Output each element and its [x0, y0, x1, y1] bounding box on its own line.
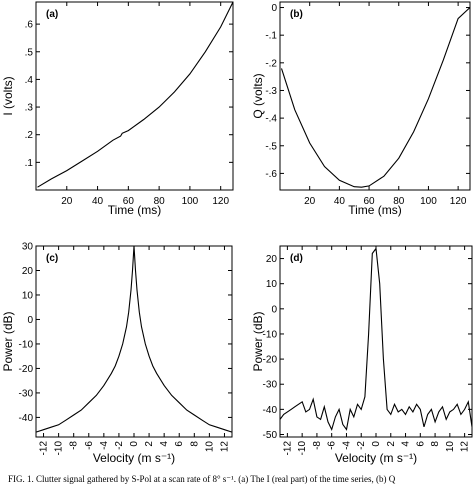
- x-tick-label: 100: [420, 196, 437, 207]
- x-tick-label: -8: [69, 441, 80, 450]
- y-tick-label: -10: [263, 329, 278, 340]
- series-line-0: [279, 247, 473, 432]
- x-tick-label: 12: [460, 441, 471, 453]
- x-tick-label: 6: [415, 441, 426, 447]
- y-tick-label: 10: [22, 290, 34, 301]
- x-tick-label: -12: [282, 441, 293, 456]
- x-axis-title: Velocity (m s⁻¹): [335, 451, 417, 465]
- x-tick-label: 10: [204, 441, 215, 453]
- panel-d: (d)-12 -10 -8 -6 -4 -2 0 2 4 6 8 10 12-50-40-30-20-1…: [251, 245, 473, 465]
- plot-frame: [35, 245, 233, 438]
- y-tick-label: .6: [25, 20, 34, 31]
- y-tick-label: -.6: [265, 169, 277, 180]
- x-tick-label: 120: [450, 196, 467, 207]
- x-tick-label: 80: [154, 196, 166, 207]
- y-tick-label: 0: [271, 304, 277, 315]
- x-tick-label: 10: [445, 441, 456, 453]
- x-tick-label: -4: [341, 441, 352, 450]
- x-tick-label: 0: [371, 441, 382, 447]
- x-tick-label: -2: [356, 441, 367, 450]
- x-tick-label: 8: [430, 441, 441, 447]
- x-tick-label: 2: [386, 441, 397, 447]
- x-tick-label: 4: [401, 441, 412, 447]
- y-tick-label: -30: [19, 388, 34, 399]
- x-tick-label: 40: [92, 196, 104, 207]
- y-tick-label: 30: [22, 242, 34, 253]
- y-tick-label: .1: [25, 158, 34, 169]
- y-tick-label: -20: [19, 364, 34, 375]
- x-tick-label: 40: [334, 196, 346, 207]
- y-tick-label: .5: [25, 47, 34, 58]
- y-tick-label: 20: [22, 266, 34, 277]
- x-tick-label: 120: [212, 196, 229, 207]
- y-tick-label: -.3: [265, 86, 277, 97]
- y-axis-title: Q (volts): [251, 73, 265, 118]
- y-tick-label: .3: [25, 103, 34, 114]
- x-tick-label: -12: [39, 441, 50, 456]
- x-axis-title: Time (ms): [348, 203, 402, 217]
- x-tick-label: 4: [159, 441, 170, 447]
- x-tick-label: -6: [84, 441, 95, 450]
- x-tick-label: 2: [144, 441, 155, 447]
- x-tick-label: -10: [297, 441, 308, 456]
- y-axis-title: I (volts): [1, 76, 15, 115]
- y-tick-label: -.1: [265, 31, 277, 42]
- y-tick-label: -.5: [265, 141, 277, 152]
- y-tick-label: 10: [266, 279, 278, 290]
- x-tick-label: -8: [312, 441, 323, 450]
- x-tick-label: 12: [219, 441, 230, 453]
- x-tick-label: 80: [393, 196, 405, 207]
- y-tick-label: .4: [25, 75, 34, 86]
- y-axis-title: Power (dB): [1, 311, 15, 371]
- x-tick-label: 0: [129, 441, 140, 447]
- y-tick-label: 0: [271, 3, 277, 14]
- series-line-0: [280, 7, 471, 188]
- x-tick-label: -4: [99, 441, 110, 450]
- x-tick-label: 8: [189, 441, 200, 447]
- y-tick-label: 0: [27, 315, 33, 326]
- x-tick-label: -10: [54, 441, 65, 456]
- panel-c: (c)-12 -10 -8 -6 -4 -2 0 2 4 6 8 10 12-40-30-20-1001…: [1, 242, 233, 465]
- panel-label: (b): [290, 9, 303, 20]
- y-tick-label: -.2: [265, 58, 277, 69]
- plot-frame: [279, 1, 471, 191]
- y-tick-label: -20: [263, 355, 278, 366]
- series-line-0: [37, 1, 234, 188]
- x-tick-label: 60: [123, 196, 135, 207]
- x-tick-label: 6: [174, 441, 185, 447]
- x-tick-label: 100: [182, 196, 199, 207]
- panel-label: (c): [46, 253, 58, 264]
- x-axis-title: Velocity (m s⁻¹): [93, 451, 175, 465]
- series-line-0: [35, 245, 233, 433]
- panel-a: (a) 20 40 60 80 100 120 .1 .2 .3 .4 .5 .6 Time (ms) I …: [1, 1, 234, 217]
- y-tick-label: .2: [25, 130, 34, 141]
- y-tick-label: -10: [19, 339, 34, 350]
- figure-caption: FIG. 1. Clutter signal gathered by S-Pol…: [8, 474, 396, 484]
- y-tick-label: -30: [263, 380, 278, 391]
- y-tick-label: -.4: [265, 114, 277, 125]
- x-tick-label: 20: [304, 196, 316, 207]
- x-tick-label: -2: [114, 441, 125, 450]
- panel-b: (b) 20 40 60 80 100 120 0 -.1 -.2 -.3 -.4 -.5 -.6 Time…: [251, 1, 471, 217]
- y-tick-label: 20: [266, 254, 278, 265]
- x-tick-label: 20: [61, 196, 73, 207]
- y-tick-label: -50: [263, 430, 278, 441]
- y-tick-label: -40: [263, 405, 278, 416]
- y-axis-title: Power (dB): [251, 311, 265, 371]
- plot-frame: [35, 1, 234, 191]
- panel-label: (d): [290, 253, 303, 264]
- x-tick-label: 60: [364, 196, 376, 207]
- x-axis-title: Time (ms): [108, 203, 162, 217]
- panel-label: (a): [46, 9, 58, 20]
- x-tick-label: -6: [327, 441, 338, 450]
- y-tick-label: -40: [19, 413, 34, 424]
